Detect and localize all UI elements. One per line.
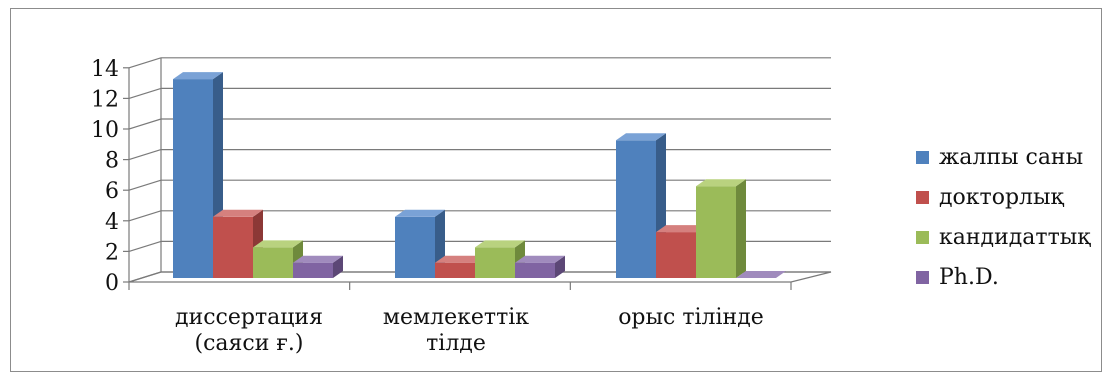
category-label: орыс тілінде [581,305,801,331]
y-tick-label: 8 [105,149,119,174]
category-label-line: тілде [426,331,486,356]
y-tick-label: 4 [105,210,119,235]
gridline-side [128,240,162,252]
legend-swatch [916,230,929,244]
legend-label: кандидаттық [939,224,1091,250]
bar-top [616,133,666,141]
bar-top [395,209,445,217]
y-tick-label: 10 [91,118,119,143]
bar-top [736,271,786,278]
bar [515,262,555,278]
bar-side [736,179,746,278]
bar [253,247,293,278]
legend-item: докторлық [916,177,1091,217]
category-label-line: (саяси ғ.) [194,331,304,356]
bar-top [656,225,706,233]
legend-swatch [916,150,929,164]
y-tick-label: 12 [91,87,119,112]
bar-top [515,255,565,263]
legend-item: кандидаттық [916,217,1091,257]
bar [656,232,696,278]
bar [173,79,213,278]
category-label-line: орыс тілінде [618,305,764,330]
legend-label: жалпы саны [939,144,1084,170]
category-label-line: мемлекеттік [382,305,530,330]
bar [395,216,435,278]
bar [293,262,333,278]
legend-item: жалпы саны [916,137,1091,177]
gridline-side [128,57,162,69]
bar [435,262,475,278]
category-label-line: диссертация [175,305,323,330]
chart-plot: 0 2 4 6 8 10 12 14 [91,57,832,296]
legend-label: Ph.D. [939,264,999,290]
bar-side [333,255,343,278]
category-label: диссертация (саяси ғ.) [139,305,359,357]
bar-top [293,255,343,263]
category-label: мемлекеттік тілде [346,305,566,357]
legend-swatch [916,270,929,284]
legend: жалпы саны докторлық кандидаттық Ph.D. [916,137,1091,297]
gridline-side [128,118,162,130]
bar [696,186,736,278]
bar-top [435,255,485,263]
legend-item: Ph.D. [916,257,1091,297]
bar [475,247,515,278]
bar-top [173,72,223,80]
bar-top [475,240,525,248]
gridline-side [128,179,162,191]
bar [616,140,656,278]
gridline-side [128,149,162,161]
bar [213,216,253,278]
bar-top [696,179,746,187]
y-tick-label: 14 [91,57,119,82]
legend-label: докторлық [939,184,1064,210]
y-tick-label: 0 [105,271,119,296]
y-tick-label: 2 [105,240,119,265]
gridline-side [128,87,162,99]
legend-swatch [916,190,929,204]
chart-frame: 0 2 4 6 8 10 12 14 диссертация (саяси ғ.) мемлеке… [10,8,1102,372]
bar-side [555,255,565,278]
bar-top [213,209,263,217]
y-tick-label: 6 [105,179,119,204]
gridline-side [128,210,162,222]
bar-top [253,240,303,248]
